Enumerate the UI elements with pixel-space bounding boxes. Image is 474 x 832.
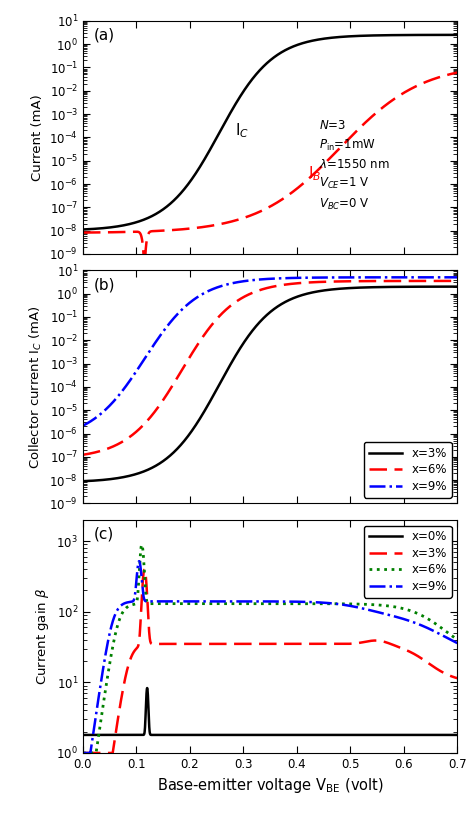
x=9% (137, 557, 142, 567)
x=3% (145, 465, 151, 475)
x=6% (80, 450, 86, 460)
x=3% (123, 671, 128, 681)
x=6% (139, 540, 145, 550)
x=9% (455, 638, 460, 648)
x=9% (455, 272, 460, 282)
x=3% (80, 476, 86, 486)
x=9% (80, 421, 86, 431)
x=6% (455, 276, 460, 286)
Legend: x=0%, x=3%, x=6%, x=9%: x=0%, x=3%, x=6%, x=9% (364, 526, 452, 597)
x=9% (123, 598, 128, 608)
Text: I$_B$: I$_B$ (308, 164, 321, 183)
x=6% (123, 435, 128, 445)
Text: $N$=3
$P_{\rm in}$=1mW
$\lambda$=1550 nm
$V_{CE}$=1 V
$V_{BC}$=0 V: $N$=3 $P_{\rm in}$=1mW $\lambda$=1550 nm… (319, 119, 390, 212)
x=3% (407, 282, 412, 292)
x=9% (224, 280, 229, 290)
x=6% (447, 276, 453, 286)
x=9% (145, 597, 151, 607)
Text: I$_C$: I$_C$ (236, 121, 249, 141)
Line: x=3%: x=3% (83, 286, 457, 481)
Y-axis label: Collector current I$_C$ (mA): Collector current I$_C$ (mA) (27, 305, 44, 468)
Y-axis label: Current gain $\beta$: Current gain $\beta$ (34, 587, 51, 685)
Line: x=6%: x=6% (83, 281, 457, 455)
x=6% (123, 603, 128, 613)
x=6% (447, 630, 453, 640)
Line: x=6%: x=6% (83, 545, 457, 753)
x=3% (224, 639, 229, 649)
x=6% (145, 598, 151, 608)
x=9% (447, 272, 453, 282)
x=6% (224, 599, 229, 609)
x=9% (80, 748, 86, 758)
Y-axis label: Current (mA): Current (mA) (31, 94, 44, 181)
x=0% (455, 730, 460, 740)
Line: x=3%: x=3% (83, 570, 457, 753)
x=0% (407, 730, 413, 740)
x=6% (224, 305, 229, 314)
X-axis label: Base-emitter voltage V$_\mathrm{BE}$ (volt): Base-emitter voltage V$_\mathrm{BE}$ (vo… (157, 776, 383, 795)
x=3% (80, 748, 86, 758)
x=0% (80, 730, 86, 740)
x=9% (240, 276, 246, 286)
x=6% (240, 599, 246, 609)
x=6% (145, 415, 151, 425)
x=6% (407, 276, 412, 286)
x=6% (455, 635, 460, 645)
x=6% (407, 606, 413, 616)
x=0% (145, 692, 151, 702)
x=3% (240, 639, 246, 649)
Line: x=9%: x=9% (83, 562, 457, 753)
x=0% (144, 683, 150, 693)
Text: (c): (c) (94, 527, 114, 542)
x=0% (123, 730, 128, 740)
x=0% (447, 730, 453, 740)
x=3% (447, 671, 453, 681)
x=9% (240, 597, 246, 607)
x=6% (240, 293, 246, 303)
x=3% (145, 607, 151, 617)
x=3% (224, 366, 229, 376)
x=9% (407, 272, 412, 282)
x=3% (455, 281, 460, 291)
x=9% (123, 382, 128, 392)
x=9% (407, 616, 413, 626)
Text: (a): (a) (94, 27, 115, 42)
x=9% (447, 635, 453, 645)
Line: x=9%: x=9% (83, 277, 457, 426)
x=9% (145, 349, 151, 359)
x=3% (447, 282, 453, 292)
x=3% (240, 339, 246, 349)
x=9% (224, 597, 229, 607)
x=3% (455, 673, 460, 683)
Line: x=0%: x=0% (83, 688, 457, 735)
x=3% (123, 472, 128, 482)
x=3% (407, 646, 413, 656)
x=3% (142, 565, 147, 575)
x=0% (240, 730, 246, 740)
x=0% (224, 730, 229, 740)
Legend: x=3%, x=6%, x=9%: x=3%, x=6%, x=9% (364, 442, 452, 498)
x=6% (80, 748, 86, 758)
Text: (b): (b) (94, 277, 116, 292)
